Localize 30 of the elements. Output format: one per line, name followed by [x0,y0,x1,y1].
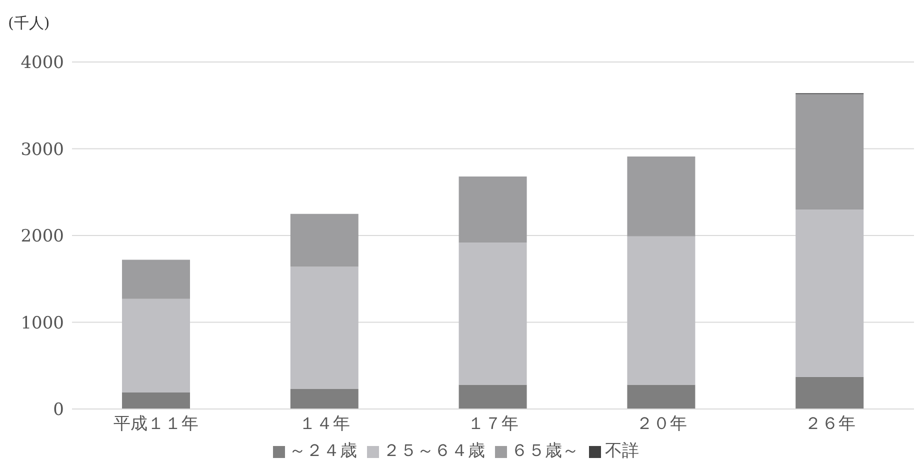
x-tick-label: １７年 [468,414,518,434]
bar [290,214,358,267]
y-tick-label: 3000 [20,140,64,160]
bar [290,389,358,409]
bar [627,156,696,236]
y-tick-label: 0 [53,400,64,420]
legend-label: ６５歳～ [511,441,579,461]
bar [458,176,527,242]
bar [627,384,696,409]
bar [796,376,864,409]
bar [122,392,190,409]
bar [458,384,527,409]
x-tick-label: １４年 [299,414,350,434]
y-tick-label: 2000 [20,226,64,247]
legend-label: 不詳 [605,441,639,461]
y-axis-title: (千人) [8,14,50,33]
bar [290,266,358,390]
y-tick-label: 1000 [20,313,64,334]
bar [627,236,696,385]
x-tick-label: ２６年 [804,414,856,434]
x-tick-label: 平成１１年 [114,414,199,434]
bar [796,209,864,377]
bar [122,260,190,299]
y-tick-label: 4000 [20,53,64,74]
x-tick-label: ２０年 [636,414,687,434]
bar [458,242,527,385]
bar [796,94,864,210]
bar [122,298,190,393]
legend-label: ～２４歳 [289,441,357,461]
legend-label: ２５～６４歳 [383,441,485,461]
